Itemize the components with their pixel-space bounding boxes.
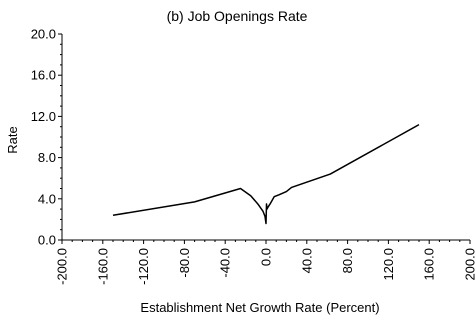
x-tick-label: 120.0 bbox=[381, 248, 396, 281]
y-tick-label: 20.0 bbox=[31, 27, 56, 42]
chart-marks bbox=[112, 123, 420, 225]
y-axis-label: Rate bbox=[5, 126, 20, 153]
axes: 0.0 4.0 8.0 12.0 16.0 20.0 -200.0 -160.0 -120.0 -… bbox=[31, 27, 476, 285]
x-tick-label: -120.0 bbox=[136, 248, 151, 285]
x-tick-label: 80.0 bbox=[340, 248, 355, 273]
chart-title: (b) Job Openings Rate bbox=[167, 8, 308, 24]
y-tick-label: 0.0 bbox=[38, 233, 56, 248]
series-line bbox=[112, 123, 420, 225]
x-tick-label: -40.0 bbox=[218, 248, 233, 278]
x-tick-label: 200.0 bbox=[463, 248, 476, 281]
x-tick-label: -200.0 bbox=[55, 248, 70, 285]
y-tick-label: 16.0 bbox=[31, 68, 56, 83]
y-tick-label: 12.0 bbox=[31, 109, 56, 124]
y-tick-label: 8.0 bbox=[38, 150, 56, 165]
x-axis-label: Establishment Net Growth Rate (Percent) bbox=[140, 300, 379, 315]
x-tick-label: 160.0 bbox=[422, 248, 437, 281]
y-tick-label: 4.0 bbox=[38, 191, 56, 206]
x-tick-label: 40.0 bbox=[299, 248, 314, 273]
x-tick-label: -80.0 bbox=[177, 248, 192, 278]
x-tick-label: -160.0 bbox=[95, 248, 110, 285]
x-tick-label: 0.0 bbox=[259, 248, 274, 266]
